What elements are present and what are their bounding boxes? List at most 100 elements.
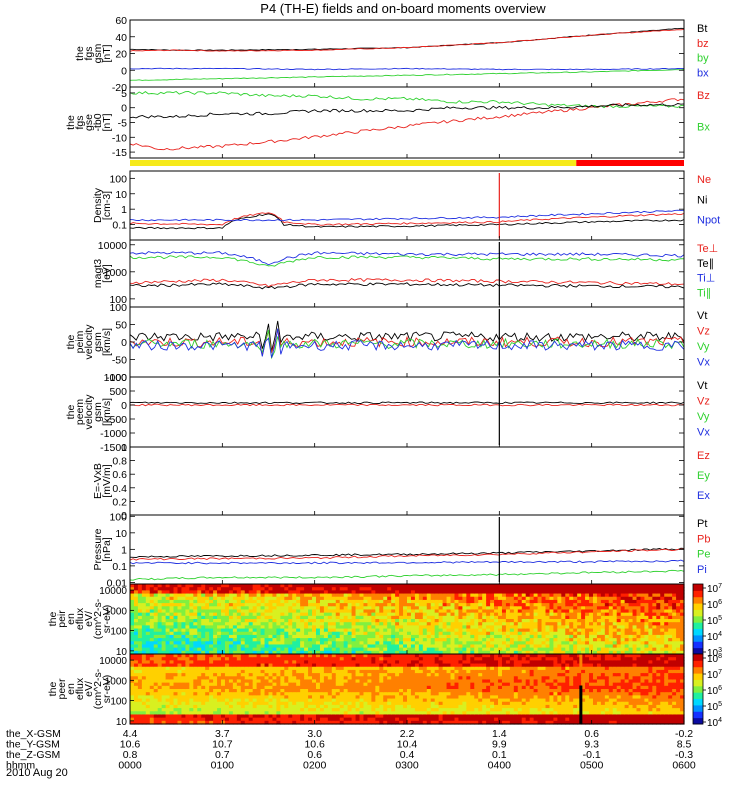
heatmap-cell — [367, 711, 372, 716]
heatmap-cell — [359, 647, 365, 652]
heatmap-cell — [157, 615, 163, 620]
heatmap-cell — [470, 606, 475, 611]
heatmap-cell — [363, 701, 369, 706]
heatmap-cell — [387, 654, 392, 658]
heatmap-cell — [509, 612, 515, 617]
heatmap-cell — [339, 714, 345, 719]
heatmap-cell — [434, 634, 440, 639]
heatmap-cell — [284, 708, 289, 712]
heatmap-cell — [561, 603, 566, 607]
heatmap-cell — [644, 650, 649, 655]
heatmap-cell — [157, 596, 163, 601]
heatmap-cell — [256, 612, 262, 617]
heatmap-cell — [304, 590, 309, 595]
heatmap-cell — [596, 612, 602, 617]
heatmap-cell — [224, 654, 230, 658]
heatmap-cell — [308, 609, 313, 614]
heatmap-cell — [284, 615, 289, 620]
heatmap-cell — [308, 673, 313, 677]
heatmap-cell — [268, 717, 274, 722]
heatmap-cell — [221, 619, 226, 623]
heatmap-cell — [533, 587, 539, 591]
heatmap-cell — [604, 603, 610, 607]
heatmap-cell — [383, 609, 388, 614]
heatmap-cell — [209, 679, 214, 684]
heatmap-cell — [399, 685, 404, 690]
heatmap-cell — [272, 644, 278, 649]
heatmap-cell — [454, 647, 460, 652]
heatmap-cell — [209, 625, 214, 630]
heatmap-cell — [335, 660, 341, 665]
heatmap-cell — [185, 650, 190, 655]
heatmap-cell — [240, 647, 246, 652]
heatmap-cell — [660, 603, 665, 607]
heatmap-cell — [505, 587, 511, 591]
heatmap-cell — [347, 593, 353, 598]
heatmap-cell — [280, 593, 285, 598]
heatmap-cell — [177, 682, 183, 687]
heatmap-cell — [145, 622, 151, 626]
heatmap-cell — [596, 631, 602, 636]
heatmap-cell — [240, 720, 246, 725]
heatmap-cell — [300, 682, 305, 687]
heatmap-cell — [161, 638, 167, 642]
heatmap-cell — [446, 584, 452, 588]
heatmap-cell — [161, 692, 167, 696]
heatmap-cell — [407, 711, 412, 716]
heatmap-cell — [335, 679, 341, 684]
heatmap-cell — [407, 682, 412, 687]
heatmap-cell — [656, 615, 661, 620]
heatmap-cell — [450, 612, 456, 617]
heatmap-cell — [482, 619, 487, 623]
heatmap-cell — [217, 596, 222, 601]
heatmap-cell — [367, 634, 372, 639]
heatmap-cell — [256, 631, 262, 636]
heatmap-cell — [165, 679, 171, 684]
heatmap-cell — [616, 634, 622, 639]
heatmap-cell — [680, 638, 685, 642]
heatmap-cell — [315, 587, 321, 591]
heatmap-cell — [288, 698, 293, 703]
heatmap-cell — [133, 692, 139, 696]
heatmap-cell — [383, 704, 388, 709]
heatmap-cell — [264, 596, 270, 601]
heatmap-cell — [470, 603, 475, 607]
heatmap-cell — [308, 622, 313, 626]
legend-entry: Ti⊥ — [697, 273, 715, 285]
heatmap-cell — [189, 612, 194, 617]
heatmap-cell — [244, 714, 250, 719]
heatmap-cell — [395, 619, 400, 623]
heatmap-cell — [359, 606, 365, 611]
heatmap-cell — [185, 692, 190, 696]
heatmap-cell — [296, 682, 301, 687]
heatmap-cell — [130, 673, 135, 677]
heatmap-cell — [319, 704, 325, 709]
heatmap-cell — [339, 654, 345, 658]
heatmap-cell — [383, 587, 388, 591]
panel-frame — [129, 376, 685, 448]
heatmap-cell — [327, 695, 333, 700]
heatmap-cell — [339, 606, 345, 611]
heatmap-cell — [640, 625, 646, 630]
heatmap-cell — [363, 606, 369, 611]
heatmap-cell — [656, 619, 661, 623]
heatmap-cell — [680, 631, 685, 636]
heatmap-cell — [327, 634, 333, 639]
heatmap-cell — [343, 631, 349, 636]
heatmap-cell — [193, 717, 198, 722]
heatmap-cell — [343, 625, 349, 630]
heatmap-cell — [418, 593, 424, 598]
heatmap-cell — [264, 711, 270, 716]
heatmap-cell — [133, 647, 139, 652]
heatmap-cell — [296, 596, 301, 601]
heatmap-cell — [450, 590, 456, 595]
heatmap-cell — [213, 625, 218, 630]
heatmap-cell — [272, 679, 278, 684]
heatmap-cell — [446, 619, 452, 623]
legend-entry: Ti∥ — [697, 287, 711, 299]
heatmap-cell — [529, 615, 535, 620]
heatmap-cell — [608, 587, 614, 591]
heatmap-cell — [141, 641, 147, 646]
heatmap-cell — [517, 596, 523, 601]
heatmap-cell — [644, 609, 649, 614]
